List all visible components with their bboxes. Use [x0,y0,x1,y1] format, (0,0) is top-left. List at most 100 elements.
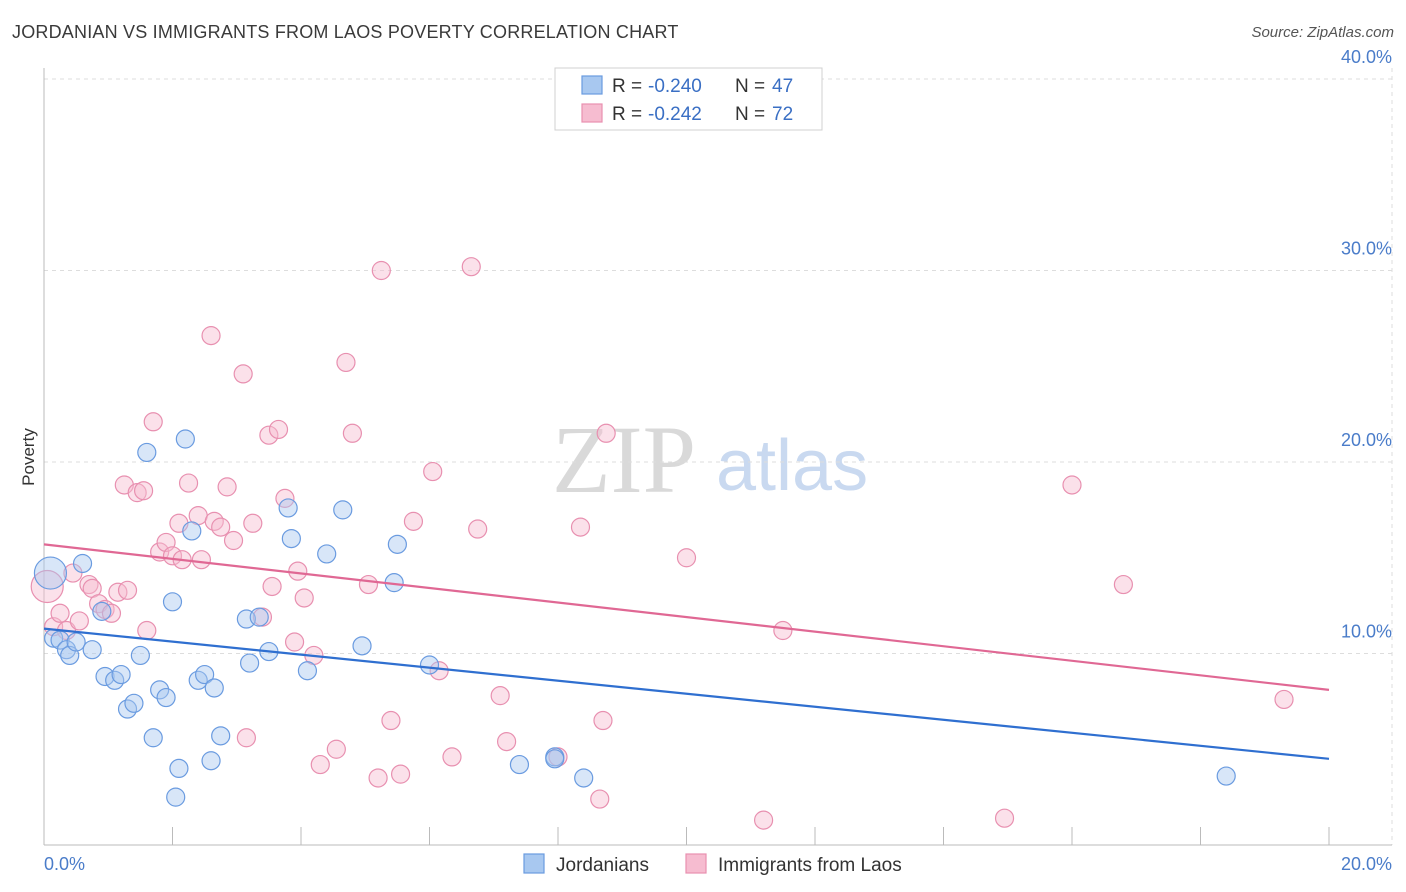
axes [43,68,1392,846]
laos-point [137,620,157,641]
jordanians-point [182,521,202,541]
laos-point [368,768,388,788]
legend-bottom: Jordanians Immigrants from Laos [523,853,902,876]
laos-point [236,728,256,748]
jordanians-point [56,640,77,660]
jordanians-point [124,693,144,713]
laos-point [490,686,510,706]
y-tick-label: 30.0% [1341,239,1392,259]
y-tick-label: 20.0% [1341,430,1392,450]
legend-swatch-laos [685,853,707,874]
jordanians-point [1216,766,1236,786]
laos-point [390,764,411,784]
laos-point [1113,574,1134,595]
grid-lines [44,68,1393,845]
laos-point [201,326,221,346]
laos-point [442,747,462,767]
laos-point [429,661,449,681]
laos-point [50,603,70,623]
jordanians-point [143,728,163,748]
laos-point [294,588,314,608]
legend-label-laos: Immigrants from Laos [718,855,902,876]
y-tick-label: 40.0% [1341,47,1392,67]
legend-r-label-blue: R = [612,76,642,97]
trend-line-laos [43,543,1330,691]
laos-point [217,477,237,497]
x-axis-ticks [43,827,1330,845]
laos-point [994,808,1015,828]
laos-point [30,569,64,604]
jordanians-point [278,498,298,518]
laos-point [223,530,244,551]
jordanians-point [130,645,150,666]
laos-point [108,582,128,602]
jordanians-point [240,653,260,673]
jordanians-point [156,687,176,708]
laos-point [336,352,356,373]
trend-lines [43,543,1330,760]
series-laos-points [30,257,1294,830]
y-axis-title: Poverty [19,428,38,486]
series-jordanians-points [33,429,1236,807]
jordanians-point [166,787,186,807]
laos-point [371,260,391,281]
laos-point [143,412,163,432]
laos-point [233,364,253,384]
jordanians-point [249,607,269,627]
legend-top-swatch-blue [581,75,603,95]
laos-point [461,257,481,277]
laos-point [259,425,279,445]
source-label: Source: ZipAtlas.com [1251,24,1394,41]
jordanians-point [195,664,215,685]
laos-point [243,513,263,533]
laos-point [1062,475,1082,495]
laos-point [423,461,443,482]
legend-n-value-pink: 72 [772,104,793,125]
laos-point [590,789,610,809]
jordanians-point [169,758,189,779]
laos-point [676,548,697,568]
laos-point [211,517,231,537]
laos-point [342,423,362,443]
trend-line-jordanians [43,627,1330,760]
laos-point [268,419,289,440]
legend-n-label-pink: N = [735,104,765,125]
legend-swatch-jordanians [523,853,545,874]
jordanians-point [72,553,93,574]
y-tick-label: 10.0% [1341,622,1392,642]
laos-point [773,620,793,641]
laos-point [468,519,488,539]
jordanians-point [297,661,318,681]
jordanians-point [574,768,594,788]
jordanians-point [162,592,183,612]
laos-point [326,739,346,759]
jordanians-point [211,726,231,746]
laos-point [1274,689,1294,710]
laos-point [69,611,89,631]
jordanians-point [281,528,301,549]
laos-point [288,561,308,581]
laos-point [753,810,774,830]
jordanians-point [201,751,221,771]
jordanians-point [333,500,353,520]
legend-r-value-pink: -0.242 [648,104,702,125]
laos-point [262,576,282,597]
jordanians-point [111,664,131,685]
laos-point [133,481,154,501]
jordanians-point [387,534,407,554]
jordanians-point [95,666,115,687]
jordanians-point [33,556,68,590]
jordanians-point [66,632,86,652]
x-tick-label-max: 20.0% [1341,854,1392,874]
watermark-zip: ZIP [552,406,696,513]
laos-point [358,574,379,595]
legend-top: R = -0.240 N = 47 R = -0.242 N = 72 [554,67,823,131]
x-tick-label-min: 0.0% [44,854,85,874]
watermark-atlas: atlas [716,426,868,506]
jordanians-point [317,544,337,564]
jordanians-point [509,754,530,775]
laos-point [117,580,138,600]
laos-point [593,710,613,731]
legend-top-swatch-pink [581,103,603,123]
laos-point [497,731,517,752]
